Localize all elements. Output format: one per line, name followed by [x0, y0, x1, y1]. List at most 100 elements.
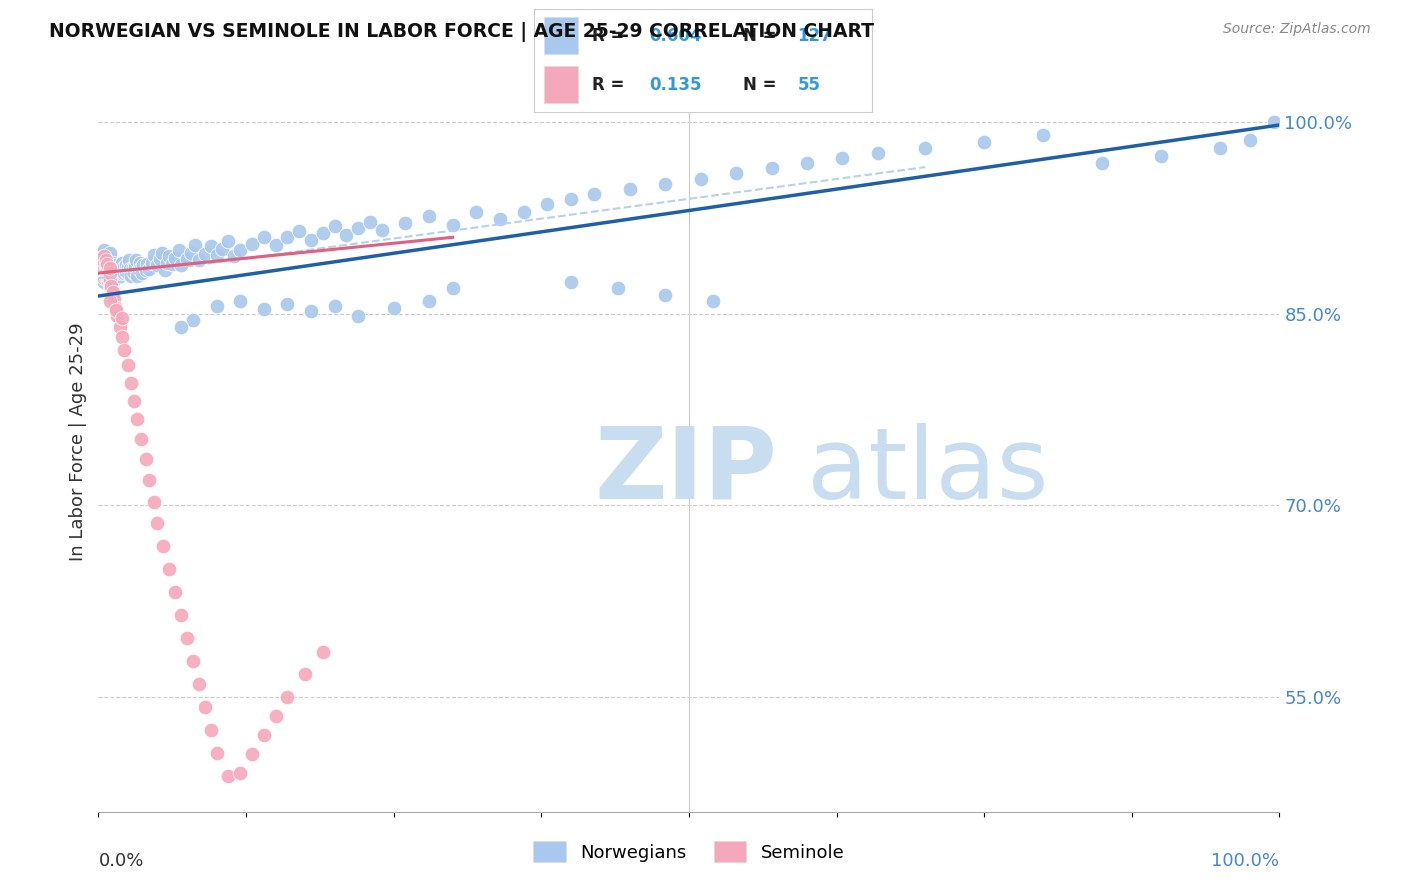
Point — [264, 238, 287, 252]
Point — [796, 156, 818, 170]
Point — [689, 171, 711, 186]
Text: R =: R = — [592, 27, 624, 45]
Point — [112, 260, 135, 274]
Point — [973, 135, 995, 149]
Point — [619, 182, 641, 196]
Point — [157, 562, 180, 576]
Point — [489, 212, 512, 227]
Point — [866, 146, 889, 161]
Point — [217, 769, 239, 783]
Point — [121, 260, 143, 275]
Point — [93, 275, 115, 289]
Point — [120, 262, 142, 277]
Point — [112, 343, 135, 357]
Point — [93, 254, 115, 268]
Point — [98, 260, 121, 275]
Point — [240, 236, 263, 251]
Point — [111, 256, 134, 270]
Point — [831, 151, 853, 165]
Point — [110, 266, 132, 280]
Point — [1091, 156, 1114, 170]
Point — [149, 252, 172, 266]
Point — [94, 253, 117, 268]
Text: 0.135: 0.135 — [650, 76, 702, 94]
Point — [101, 285, 124, 300]
Point — [127, 268, 149, 283]
Point — [98, 252, 121, 266]
Point — [98, 272, 121, 286]
Point — [146, 516, 169, 531]
Point — [1209, 141, 1232, 155]
Point — [200, 239, 222, 253]
Point — [96, 260, 118, 274]
Point — [299, 304, 322, 318]
Point — [122, 393, 145, 408]
Point — [97, 274, 120, 288]
Point — [105, 263, 128, 277]
Point — [359, 215, 381, 229]
Point — [312, 227, 335, 241]
Point — [98, 278, 121, 293]
Point — [105, 303, 128, 318]
Point — [205, 248, 228, 262]
Point — [98, 294, 121, 309]
Text: atlas: atlas — [807, 423, 1049, 520]
Point — [371, 222, 394, 236]
Point — [323, 299, 346, 313]
Point — [118, 253, 141, 268]
Point — [104, 266, 127, 280]
Text: 0.604: 0.604 — [650, 27, 702, 45]
Point — [150, 245, 173, 260]
Point — [96, 252, 118, 266]
Point — [167, 243, 190, 257]
Point — [170, 608, 193, 623]
Point — [253, 230, 276, 244]
Point — [176, 631, 198, 645]
Point — [170, 319, 193, 334]
Text: N =: N = — [744, 76, 778, 94]
Point — [418, 209, 440, 223]
Point — [294, 666, 316, 681]
FancyBboxPatch shape — [544, 66, 578, 103]
Point — [157, 250, 180, 264]
Text: NORWEGIAN VS SEMINOLE IN LABOR FORCE | AGE 25-29 CORRELATION CHART: NORWEGIAN VS SEMINOLE IN LABOR FORCE | A… — [49, 22, 875, 42]
Point — [105, 271, 128, 285]
Point — [194, 247, 217, 261]
Point — [138, 262, 160, 277]
Point — [181, 313, 204, 327]
Point — [98, 259, 121, 273]
Point — [101, 256, 124, 270]
Point — [98, 265, 121, 279]
Point — [132, 259, 155, 273]
Point — [105, 265, 128, 279]
Point — [347, 221, 370, 235]
Point — [560, 275, 582, 289]
Point — [98, 266, 121, 280]
Point — [105, 301, 128, 315]
Point — [441, 281, 464, 295]
Point — [229, 294, 252, 309]
Point — [93, 256, 115, 270]
Point — [187, 253, 209, 268]
Point — [1263, 115, 1285, 129]
Point — [229, 766, 252, 780]
Point — [264, 709, 287, 723]
Point — [394, 216, 416, 230]
Point — [93, 271, 115, 285]
Point — [276, 230, 298, 244]
Point — [138, 473, 160, 487]
Point — [93, 250, 115, 264]
Point — [335, 227, 357, 242]
Point — [512, 204, 534, 219]
Point — [101, 262, 124, 277]
Point — [97, 266, 120, 280]
Point — [184, 238, 207, 252]
Point — [93, 250, 115, 264]
Point — [180, 245, 202, 260]
Point — [94, 269, 117, 284]
Point — [347, 310, 370, 324]
Legend: Norwegians, Seminole: Norwegians, Seminole — [526, 834, 852, 870]
Point — [253, 301, 276, 316]
Point — [96, 268, 118, 283]
Text: ZIP: ZIP — [595, 423, 778, 520]
